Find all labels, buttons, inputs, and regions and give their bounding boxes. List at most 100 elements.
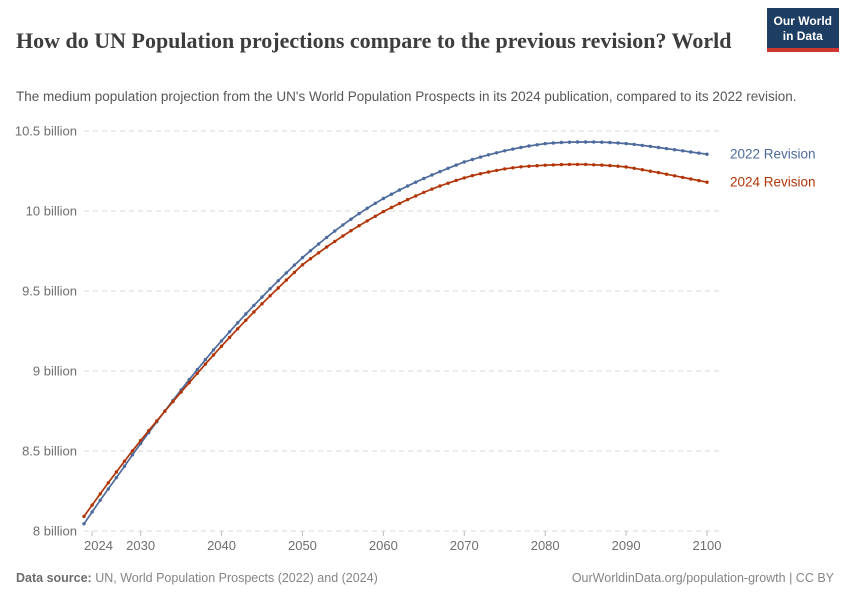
data-point[interactable] — [583, 162, 588, 167]
data-point[interactable] — [130, 449, 135, 453]
data-point[interactable] — [535, 164, 539, 168]
data-point[interactable] — [511, 147, 515, 151]
data-point[interactable] — [147, 429, 151, 433]
data-point[interactable] — [648, 169, 653, 173]
data-point[interactable] — [446, 181, 450, 185]
data-point[interactable] — [381, 196, 386, 201]
data-point[interactable] — [357, 224, 361, 228]
data-point[interactable] — [527, 164, 531, 168]
data-point[interactable] — [195, 371, 199, 376]
data-point[interactable] — [422, 190, 426, 195]
owid-logo[interactable]: Our World in Data — [766, 8, 839, 52]
data-point[interactable] — [316, 251, 321, 255]
data-point[interactable] — [82, 522, 86, 526]
data-point[interactable] — [357, 211, 361, 216]
data-point[interactable] — [82, 514, 86, 519]
data-point[interactable] — [122, 459, 127, 463]
data-point[interactable] — [567, 162, 572, 167]
data-point[interactable] — [203, 357, 208, 362]
data-point[interactable] — [494, 168, 499, 173]
data-point[interactable] — [486, 170, 491, 174]
data-point[interactable] — [689, 177, 693, 181]
data-point[interactable] — [138, 438, 143, 443]
data-point[interactable] — [559, 162, 564, 167]
data-point[interactable] — [430, 187, 434, 191]
data-point[interactable] — [503, 167, 507, 171]
data-point[interactable] — [211, 353, 216, 357]
data-point[interactable] — [373, 201, 377, 205]
data-point[interactable] — [114, 475, 119, 480]
data-point[interactable] — [527, 144, 531, 148]
data-point[interactable] — [454, 178, 458, 183]
data-point[interactable] — [260, 302, 264, 306]
data-point[interactable] — [689, 150, 693, 154]
data-point[interactable] — [373, 214, 377, 218]
data-point[interactable] — [470, 173, 475, 178]
data-point[interactable] — [252, 303, 256, 308]
data-point[interactable] — [122, 464, 127, 468]
data-point[interactable] — [90, 510, 94, 514]
data-point[interactable] — [697, 178, 701, 183]
data-point[interactable] — [575, 162, 580, 167]
data-point[interactable] — [664, 172, 669, 176]
series-line[interactable] — [83, 141, 708, 525]
data-point[interactable] — [705, 152, 709, 156]
data-point[interactable] — [203, 362, 208, 366]
data-point[interactable] — [381, 209, 386, 214]
data-point[interactable] — [462, 176, 466, 180]
data-point[interactable] — [106, 487, 111, 491]
data-point[interactable] — [494, 151, 499, 155]
data-point[interactable] — [284, 278, 288, 282]
data-point[interactable] — [632, 142, 636, 147]
data-point[interactable] — [98, 492, 102, 496]
data-point[interactable] — [325, 235, 329, 240]
data-point[interactable] — [130, 453, 135, 457]
data-point[interactable] — [624, 165, 628, 169]
data-point[interactable] — [438, 184, 442, 188]
data-point[interactable] — [300, 255, 305, 260]
data-point[interactable] — [300, 263, 305, 267]
data-point[interactable] — [656, 145, 661, 150]
data-point[interactable] — [292, 270, 297, 275]
data-point[interactable] — [438, 169, 442, 174]
data-point[interactable] — [244, 318, 248, 322]
data-point[interactable] — [195, 367, 199, 372]
series-2022-revision[interactable]: 2022 Revision — [82, 140, 816, 526]
data-point[interactable] — [672, 148, 677, 152]
data-point[interactable] — [179, 390, 183, 394]
data-point[interactable] — [308, 257, 313, 261]
data-point[interactable] — [705, 180, 709, 184]
data-point[interactable] — [98, 498, 102, 502]
data-point[interactable] — [284, 271, 288, 275]
data-point[interactable] — [349, 217, 353, 221]
data-point[interactable] — [276, 286, 280, 290]
data-point[interactable] — [551, 163, 555, 167]
data-point[interactable] — [624, 141, 628, 146]
data-point[interactable] — [163, 409, 167, 413]
data-point[interactable] — [656, 170, 661, 175]
data-point[interactable] — [187, 381, 191, 385]
data-point[interactable] — [430, 173, 434, 177]
data-point[interactable] — [341, 234, 345, 238]
data-point[interactable] — [244, 312, 248, 316]
data-point[interactable] — [236, 321, 240, 325]
series-end-label[interactable]: 2022 Revision — [730, 147, 816, 162]
data-point[interactable] — [236, 327, 240, 331]
data-point[interactable] — [316, 242, 321, 246]
data-point[interactable] — [592, 140, 596, 144]
series-end-label[interactable]: 2024 Revision — [730, 175, 816, 190]
data-point[interactable] — [260, 295, 264, 299]
data-point[interactable] — [252, 310, 256, 314]
data-point[interactable] — [543, 141, 547, 146]
data-point[interactable] — [365, 219, 369, 223]
data-point[interactable] — [583, 140, 588, 144]
data-point[interactable] — [155, 419, 159, 423]
data-point[interactable] — [397, 201, 402, 206]
data-point[interactable] — [462, 160, 466, 164]
data-point[interactable] — [681, 149, 685, 153]
data-point[interactable] — [308, 249, 313, 253]
data-point[interactable] — [575, 140, 580, 144]
data-point[interactable] — [608, 163, 612, 168]
footer-link[interactable]: OurWorldinData.org/population-growth | C… — [571, 571, 834, 585]
data-point[interactable] — [414, 180, 418, 184]
